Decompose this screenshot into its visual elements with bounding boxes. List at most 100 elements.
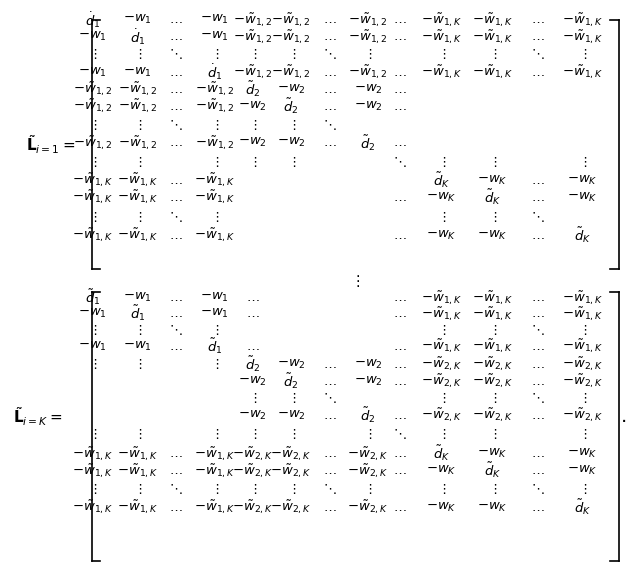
Text: $\vdots$: $\vdots$ (364, 47, 372, 61)
Text: $\ddots$: $\ddots$ (323, 118, 337, 132)
Text: $\ddots$: $\ddots$ (169, 47, 183, 61)
Text: $-\tilde{w}_{2,K}$: $-\tilde{w}_{2,K}$ (348, 445, 388, 463)
Text: $-\tilde{w}_{1,2}$: $-\tilde{w}_{1,2}$ (195, 97, 234, 115)
Text: $\ddots$: $\ddots$ (323, 391, 337, 405)
Text: $-\tilde{w}_{2,K}$: $-\tilde{w}_{2,K}$ (421, 355, 462, 373)
Text: $\ldots$: $\ldots$ (393, 375, 407, 387)
Text: $\ddots$: $\ddots$ (531, 391, 545, 405)
Text: $\vdots$: $\vdots$ (248, 482, 257, 496)
Text: $-\tilde{w}_{1,2}$: $-\tilde{w}_{1,2}$ (118, 134, 157, 152)
Text: $\vdots$: $\vdots$ (210, 47, 219, 61)
Text: $-\tilde{w}_{1,2}$: $-\tilde{w}_{1,2}$ (348, 11, 388, 29)
Text: $-\tilde{w}_{1,K}$: $-\tilde{w}_{1,K}$ (194, 226, 235, 244)
Text: $\vdots$: $\vdots$ (88, 210, 97, 223)
Text: $\vdots$: $\vdots$ (437, 155, 446, 168)
Text: $-w_K$: $-w_K$ (426, 229, 457, 242)
Text: $-w_2$: $-w_2$ (353, 99, 383, 113)
Text: $\ddots$: $\ddots$ (531, 210, 545, 223)
Text: $\ldots$: $\ldots$ (169, 14, 183, 26)
Text: $\ldots$: $\ldots$ (393, 83, 407, 95)
Text: $-\tilde{w}_{1,K}$: $-\tilde{w}_{1,K}$ (421, 63, 462, 81)
Text: $-\tilde{w}_{1,K}$: $-\tilde{w}_{1,K}$ (562, 63, 603, 81)
Text: $-\tilde{w}_{1,K}$: $-\tilde{w}_{1,K}$ (421, 11, 462, 29)
Text: $\dot{d}_1$: $\dot{d}_1$ (85, 10, 100, 29)
Text: $\vdots$: $\vdots$ (437, 47, 446, 61)
Text: $\ldots$: $\ldots$ (393, 66, 407, 78)
Text: $-\tilde{w}_{1,K}$: $-\tilde{w}_{1,K}$ (472, 28, 513, 46)
Text: $-\tilde{w}_{1,K}$: $-\tilde{w}_{1,K}$ (72, 171, 113, 189)
Text: $\ldots$: $\ldots$ (169, 31, 183, 43)
Text: $\ldots$: $\ldots$ (393, 409, 407, 421)
Text: $\tilde{d}_1$: $\tilde{d}_1$ (207, 337, 222, 356)
Text: $\ldots$: $\ldots$ (323, 66, 337, 78)
Text: $\vdots$: $\vdots$ (248, 427, 257, 441)
Text: $-\tilde{w}_{1,K}$: $-\tilde{w}_{1,K}$ (72, 498, 113, 517)
Text: $-w_2$: $-w_2$ (238, 374, 268, 388)
Text: $-w_K$: $-w_K$ (426, 191, 457, 204)
Text: $\vdots$: $\vdots$ (133, 427, 142, 441)
Text: $-\tilde{w}_{1,2}$: $-\tilde{w}_{1,2}$ (118, 80, 157, 98)
Text: $-w_K$: $-w_K$ (567, 447, 598, 460)
Text: $\vdots$: $\vdots$ (248, 391, 257, 405)
Text: $-w_1$: $-w_1$ (123, 340, 152, 353)
Text: $-w_K$: $-w_K$ (477, 501, 508, 514)
Text: .: . (621, 407, 627, 426)
Text: $\vdots$: $\vdots$ (364, 482, 372, 496)
Text: $-\tilde{w}_{1,K}$: $-\tilde{w}_{1,K}$ (117, 498, 158, 517)
Text: $\vdots$: $\vdots$ (88, 323, 97, 337)
Text: $\ldots$: $\ldots$ (169, 464, 183, 477)
Text: $-\tilde{w}_{1,K}$: $-\tilde{w}_{1,K}$ (194, 171, 235, 189)
Text: $\dot{d}_1$: $\dot{d}_1$ (130, 27, 145, 46)
Text: $-\tilde{w}_{2,K}$: $-\tilde{w}_{2,K}$ (232, 462, 273, 480)
Text: $\vdots$: $\vdots$ (133, 118, 142, 132)
Text: $\vdots$: $\vdots$ (210, 357, 219, 371)
Text: $-\tilde{w}_{1,2}$: $-\tilde{w}_{1,2}$ (271, 28, 311, 46)
Text: $-\tilde{w}_{1,K}$: $-\tilde{w}_{1,K}$ (562, 337, 603, 356)
Text: $-\tilde{w}_{1,K}$: $-\tilde{w}_{1,K}$ (117, 462, 158, 480)
Text: $-\tilde{w}_{1,K}$: $-\tilde{w}_{1,K}$ (562, 11, 603, 29)
Text: $\ddots$: $\ddots$ (169, 210, 183, 223)
Text: $\vdots$: $\vdots$ (437, 210, 446, 223)
Text: $\vdots$: $\vdots$ (287, 118, 296, 132)
Text: $\ddots$: $\ddots$ (169, 118, 183, 132)
Text: $-\tilde{w}_{1,K}$: $-\tilde{w}_{1,K}$ (472, 11, 513, 29)
Text: $-\tilde{w}_{1,2}$: $-\tilde{w}_{1,2}$ (73, 97, 113, 115)
Text: $\vdots$: $\vdots$ (88, 427, 97, 441)
Text: $\vdots$: $\vdots$ (133, 210, 142, 223)
Text: $\ldots$: $\ldots$ (323, 464, 337, 477)
Text: $\vdots$: $\vdots$ (88, 357, 97, 371)
Text: $-w_1$: $-w_1$ (78, 340, 108, 353)
Text: $\ldots$: $\ldots$ (246, 340, 260, 353)
Text: $\vdots$: $\vdots$ (133, 323, 142, 337)
Text: $-\tilde{w}_{2,K}$: $-\tilde{w}_{2,K}$ (271, 462, 312, 480)
Text: $\tilde{d}_K$: $\tilde{d}_K$ (484, 461, 501, 480)
Text: $\ldots$: $\ldots$ (323, 14, 337, 26)
Text: $\ddots$: $\ddots$ (531, 323, 545, 337)
Text: $\ddots$: $\ddots$ (323, 47, 337, 61)
Text: $\vdots$: $\vdots$ (287, 482, 296, 496)
Text: $-w_1$: $-w_1$ (78, 65, 108, 79)
Text: $\ldots$: $\ldots$ (169, 66, 183, 78)
Text: $-\tilde{w}_{1,K}$: $-\tilde{w}_{1,K}$ (72, 188, 113, 206)
Text: $-\tilde{w}_{2,K}$: $-\tilde{w}_{2,K}$ (232, 498, 273, 517)
Text: $\ldots$: $\ldots$ (531, 375, 545, 387)
Text: $\ldots$: $\ldots$ (393, 137, 407, 149)
Text: $-w_K$: $-w_K$ (477, 229, 508, 242)
Text: $\tilde{d}_2$: $\tilde{d}_2$ (360, 405, 376, 425)
Text: $\vdots$: $\vdots$ (88, 47, 97, 61)
Text: $\tilde{\mathbf{L}}_{i=1} = $: $\tilde{\mathbf{L}}_{i=1} = $ (26, 133, 75, 156)
Text: $\vdots$: $\vdots$ (578, 323, 587, 337)
Text: $-w_1$: $-w_1$ (123, 13, 152, 27)
Text: $-\tilde{w}_{1,2}$: $-\tilde{w}_{1,2}$ (233, 28, 273, 46)
Text: $\tilde{\mathbf{L}}_{i=K} = $: $\tilde{\mathbf{L}}_{i=K} = $ (13, 405, 62, 428)
Text: $-\tilde{w}_{1,K}$: $-\tilde{w}_{1,K}$ (117, 445, 158, 463)
Text: $-\tilde{w}_{1,K}$: $-\tilde{w}_{1,K}$ (117, 226, 158, 244)
Text: $\vdots$: $\vdots$ (133, 482, 142, 496)
Text: $\vdots$: $\vdots$ (578, 391, 587, 405)
Text: $\ldots$: $\ldots$ (531, 291, 545, 304)
Text: $\ldots$: $\ldots$ (531, 464, 545, 477)
Text: $-\tilde{w}_{2,K}$: $-\tilde{w}_{2,K}$ (348, 498, 388, 517)
Text: $\tilde{d}_2$: $\tilde{d}_2$ (245, 79, 260, 99)
Text: $-w_K$: $-w_K$ (567, 464, 598, 477)
Text: $\ldots$: $\ldots$ (531, 409, 545, 421)
